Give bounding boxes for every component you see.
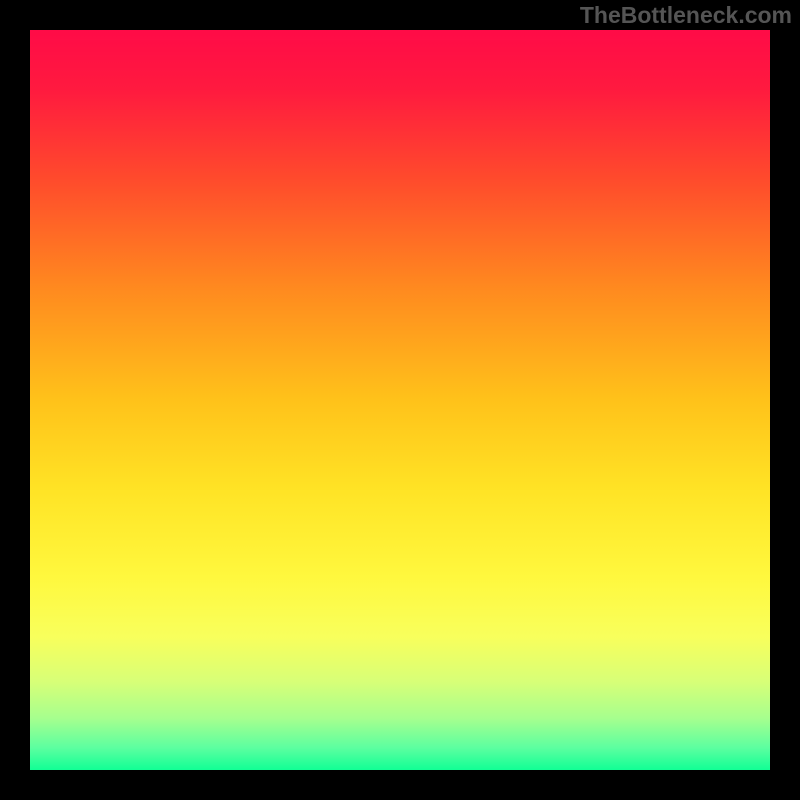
plot-area (30, 30, 770, 770)
chart-gradient-background (30, 30, 770, 770)
watermark-text: TheBottleneck.com (580, 2, 792, 29)
